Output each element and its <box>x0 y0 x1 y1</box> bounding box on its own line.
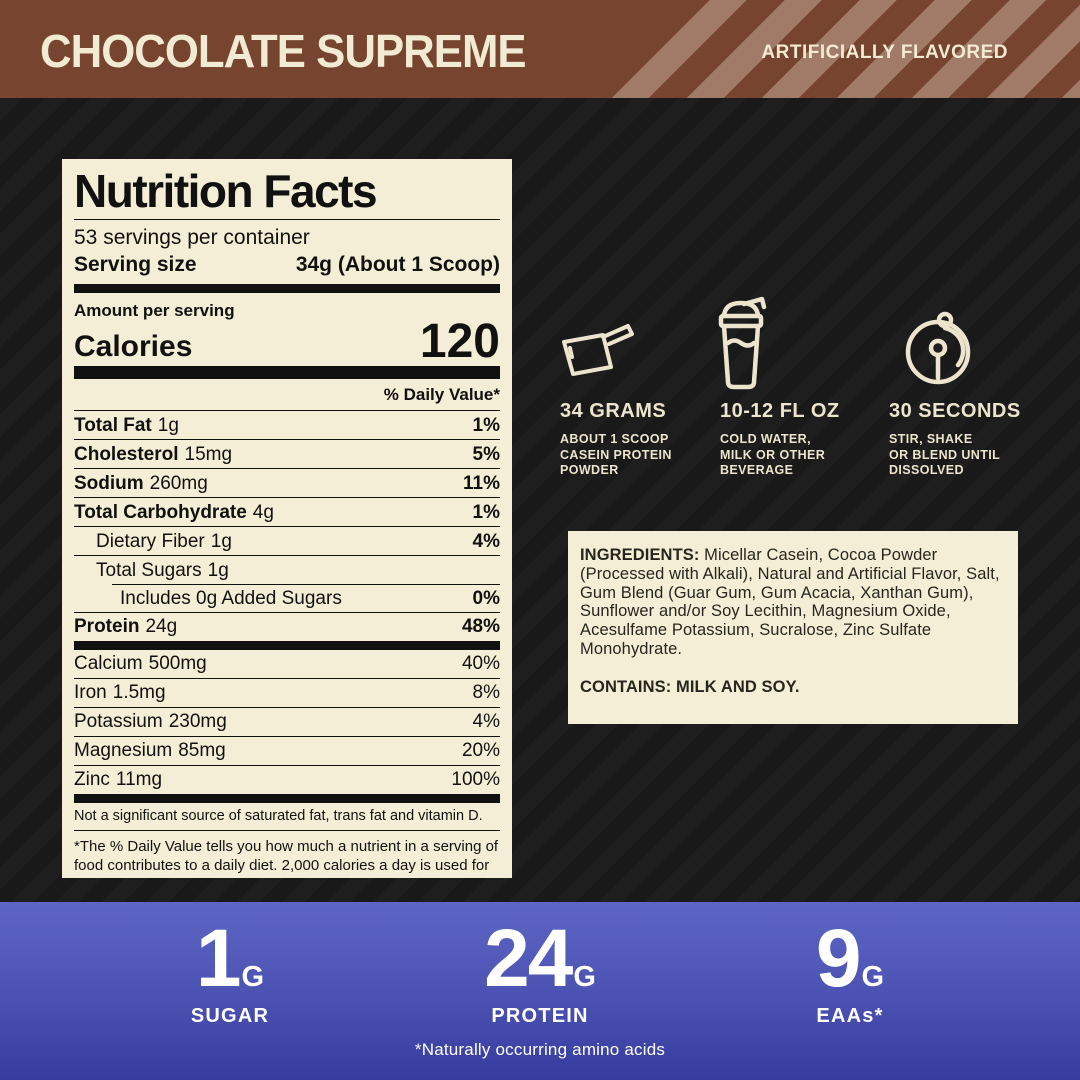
direction-mix: 30 SECONDS STIR, SHAKE OR BLEND UNTIL DI… <box>889 400 1059 479</box>
direction-liquid: 10-12 FL OZ COLD WATER, MILK OR OTHER BE… <box>720 400 890 479</box>
daily-value-header: % Daily Value* <box>383 385 500 405</box>
direction-title: 30 SECONDS <box>889 400 1021 422</box>
calories-row: Calories 120 <box>74 315 500 368</box>
nutrition-facts-title: Nutrition Facts <box>74 159 500 220</box>
shaker-icon <box>712 296 770 390</box>
nutrient-row-cholesterol: Cholesterol 15mg 5% <box>74 439 500 468</box>
flavor-title: CHOCOLATE SUPREME <box>40 25 527 77</box>
mineral-row-iron: Iron 1.5mg 8% <box>74 677 500 707</box>
nutrient-row-total-sugars: Total Sugars 1g <box>74 555 500 584</box>
flavor-banner: CHOCOLATE SUPREME ARTIFICIALLY FLAVORED <box>0 0 1080 98</box>
divider-bar <box>74 793 500 803</box>
nutrient-row-added-sugars: Includes 0g Added Sugars 0% <box>74 584 500 612</box>
servings-per-container: 53 servings per container <box>74 226 310 249</box>
divider-bar <box>74 640 500 650</box>
amino-acids-footnote: *Naturally occurring amino acids <box>414 1040 666 1059</box>
amount-per-serving-label: Amount per serving <box>74 301 235 320</box>
divider-bar <box>74 284 500 293</box>
artificially-flavored-label: ARTIFICIALLY FLAVORED <box>761 42 1008 63</box>
calories-label: Calories <box>74 329 193 363</box>
direction-title: 10-12 FL OZ <box>720 400 840 422</box>
scoop-icon <box>556 320 638 376</box>
calories-value: 120 <box>419 315 500 368</box>
mineral-row-potassium: Potassium 230mg 4% <box>74 706 500 736</box>
direction-title: 34 GRAMS <box>560 400 667 422</box>
nutrient-row-dietary-fiber: Dietary Fiber 1g 4% <box>74 526 500 555</box>
daily-value-footnote: *The % Daily Value tells you how much a … <box>74 829 500 878</box>
not-significant-note: Not a significant source of saturated fa… <box>74 807 483 824</box>
mineral-row-magnesium: Magnesium 85mg 20% <box>74 735 500 765</box>
ingredients-text: INGREDIENTS: Micellar Casein, Cocoa Powd… <box>580 546 1000 658</box>
serving-size-value: 34g (About 1 Scoop) <box>295 253 500 276</box>
direction-scoop: 34 GRAMS ABOUT 1 SCOOP CASEIN PROTEIN PO… <box>560 400 730 479</box>
serving-size-row: Serving size 34g (About 1 Scoop) <box>74 250 500 284</box>
ingredients-box: INGREDIENTS: Micellar Casein, Cocoa Powd… <box>568 531 1018 724</box>
nutrient-row-total-carbohydrate: Total Carbohydrate 4g 1% <box>74 497 500 526</box>
timer-icon <box>904 310 974 386</box>
stat-sugar: 1 G SUGAR <box>190 913 270 1027</box>
stat-protein: 24 G PROTEIN <box>484 913 596 1027</box>
diagonal-stripes-decoration <box>595 0 1080 98</box>
divider-bar <box>74 366 500 380</box>
nutrient-row-sodium: Sodium 260mg 11% <box>74 468 500 497</box>
macro-stats-band: 1 G SUGAR 24 G PROTEIN 9 G EAAs* *Nat <box>0 902 1080 1080</box>
nutrient-row-total-fat: Total Fat 1g 1% <box>74 410 500 439</box>
nutrient-row-protein: Protein 24g 48% <box>74 611 500 641</box>
nutrition-facts-panel: Nutrition Facts 53 servings per containe… <box>62 159 512 878</box>
allergen-statement: CONTAINS: MILK AND SOY. <box>580 677 800 696</box>
mineral-row-zinc: Zinc 11mg 100% <box>74 764 500 794</box>
mineral-row-calcium: Calcium 500mg 40% <box>74 653 500 675</box>
ingredients-label: INGREDIENTS: <box>580 546 700 564</box>
serving-size-label: Serving size <box>74 253 197 276</box>
stat-eaas: 9 G EAAs* <box>815 913 885 1027</box>
